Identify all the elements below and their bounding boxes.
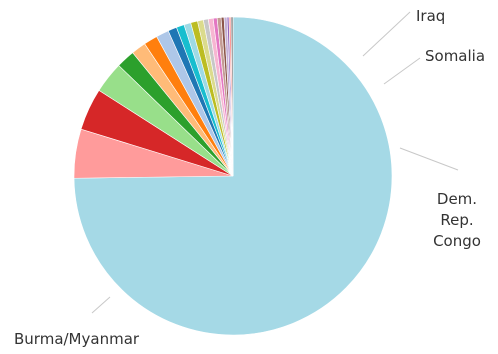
slice-label-drc-line3: Congo bbox=[433, 232, 481, 250]
leader-line-somalia bbox=[383, 57, 421, 85]
slice-label-drc-line1: Dem. bbox=[436, 190, 478, 208]
leader-line-iraq bbox=[362, 11, 411, 57]
slice-label-burma: Burma/Myanmar bbox=[14, 330, 140, 348]
slice-label-somalia: Somalia bbox=[425, 47, 486, 65]
slice-label-drc-line2: Rep. bbox=[440, 211, 474, 229]
pie-slice-other-21 bbox=[230, 16, 234, 177]
slice-label-iraq: Iraq bbox=[416, 7, 446, 25]
leader-line-burma bbox=[91, 296, 111, 314]
pie-slices bbox=[73, 16, 393, 336]
leader-lines bbox=[91, 11, 459, 314]
slice-label-drc: Dem. Rep. Congo bbox=[425, 189, 489, 252]
leader-line-drc bbox=[399, 147, 459, 171]
